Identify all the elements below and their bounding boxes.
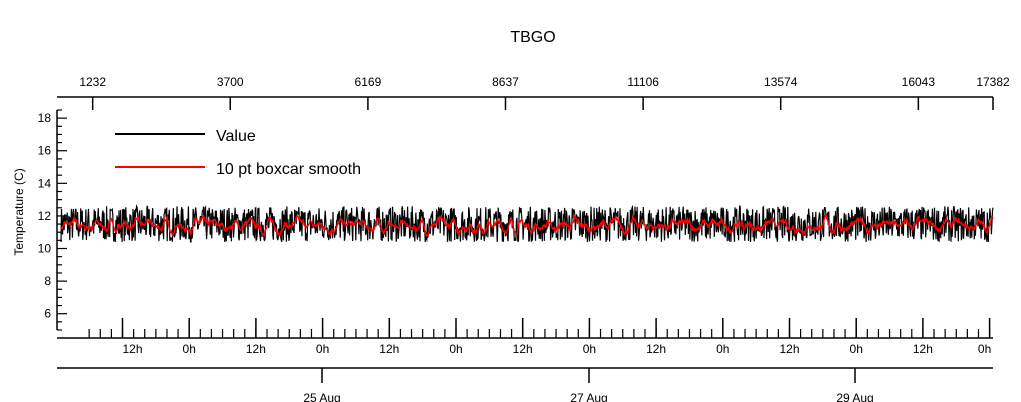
hour-tick-label: 12h bbox=[379, 342, 399, 356]
hour-tick-label: 12h bbox=[913, 342, 933, 356]
y-tick-label: 12 bbox=[38, 209, 52, 223]
y-tick-label: 16 bbox=[38, 144, 52, 158]
hour-tick-label: 0h bbox=[316, 342, 329, 356]
date-tick-label: 27 Aug bbox=[570, 391, 607, 402]
y-tick-label: 10 bbox=[38, 242, 52, 256]
hour-tick-label: 12h bbox=[122, 342, 142, 356]
top-axis: 1232 3700 6169 8637 11106 13574 16043 17382 bbox=[57, 75, 1010, 110]
y-tick-label: 6 bbox=[44, 307, 51, 321]
date-tick-label: 29 Aug bbox=[836, 391, 873, 402]
top-axis-tick-label: 11106 bbox=[627, 75, 659, 89]
top-axis-tick-label: 17382 bbox=[976, 75, 1010, 89]
top-axis-tick-label: 3700 bbox=[217, 75, 244, 89]
legend-label-value: Value bbox=[216, 128, 256, 145]
y-tick-label: 8 bbox=[44, 274, 51, 288]
y-tick-label: 14 bbox=[38, 176, 52, 190]
legend: Value 10 pt boxcar smooth bbox=[115, 128, 361, 178]
hour-tick-label: 0h bbox=[583, 342, 596, 356]
hour-tick-label: 0h bbox=[978, 342, 991, 356]
series-layer bbox=[60, 204, 994, 243]
y-tick-label: 18 bbox=[38, 111, 52, 125]
hour-tick-label: 0h bbox=[183, 342, 196, 356]
hour-tick-label: 12h bbox=[646, 342, 666, 356]
top-axis-tick-label: 13574 bbox=[764, 75, 798, 89]
series-smooth-line bbox=[60, 213, 994, 237]
top-axis-tick-label: 16043 bbox=[902, 75, 936, 89]
date-tick-label: 25 Aug bbox=[303, 391, 340, 402]
hour-tick-label: 0h bbox=[449, 342, 462, 356]
top-axis-tick-label: 8637 bbox=[492, 75, 519, 89]
top-axis-tick-label: 6169 bbox=[355, 75, 382, 89]
top-axis-tick-label: 1232 bbox=[79, 75, 106, 89]
series-value-line bbox=[60, 204, 994, 243]
hour-tick-label: 0h bbox=[716, 342, 729, 356]
legend-label-smooth: 10 pt boxcar smooth bbox=[216, 161, 361, 178]
bottom-axis: 12h 0h 12h 0h 12h 0h 12h 0h 12h 0h 12h 0h 12h 0h 25 Au… bbox=[57, 318, 993, 402]
hour-tick-label: 12h bbox=[246, 342, 266, 356]
hour-tick-label: 12h bbox=[513, 342, 533, 356]
hour-tick-label: 12h bbox=[779, 342, 799, 356]
chart-title: TBGO bbox=[510, 29, 555, 46]
hour-tick-label: 0h bbox=[850, 342, 863, 356]
y-axis-label: Temperature (C) bbox=[12, 168, 26, 255]
